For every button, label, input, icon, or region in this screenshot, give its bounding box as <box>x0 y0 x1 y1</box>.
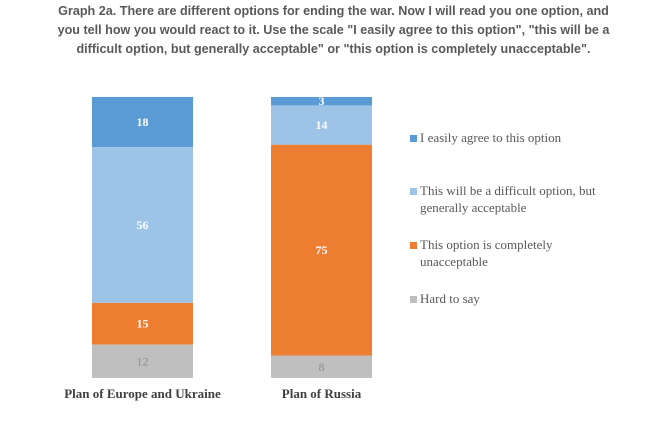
legend-label-2-0: This option is completely <box>420 237 553 252</box>
legend-swatch-0 <box>410 135 417 142</box>
chart-title-line-3: difficult option, but generally acceptab… <box>76 42 591 56</box>
bar-1-series-2 <box>271 144 372 356</box>
bar-1-series-0 <box>271 97 372 106</box>
bar-0-series-0 <box>92 97 193 148</box>
legend-label-1-0: This will be a difficult option, but <box>420 183 596 198</box>
legend-label-0-0: I easily agree to this option <box>420 130 562 145</box>
bar-0-series-2 <box>92 302 193 345</box>
category-label-1: Plan of Russia <box>282 386 362 401</box>
data-label-0-2: 15 <box>137 317 149 331</box>
data-label-0-1: 56 <box>137 218 149 232</box>
chart-title-line-1: Graph 2a. There are different options fo… <box>58 4 609 18</box>
legend-swatch-3 <box>410 296 417 303</box>
data-label-1-2: 75 <box>316 243 328 257</box>
category-label-0: Plan of Europe and Ukraine <box>64 386 221 401</box>
data-label-0-0: 18 <box>137 115 149 129</box>
legend-label-1-1: generally acceptable <box>420 200 527 215</box>
legend-label-2-1: unacceptable <box>420 254 488 269</box>
chart-title: Graph 2a. There are different options fo… <box>0 2 667 59</box>
legend-swatch-1 <box>410 188 417 195</box>
legend-swatch-2 <box>410 242 417 249</box>
data-label-1-1: 14 <box>316 118 328 132</box>
data-label-1-0: 3 <box>319 94 325 108</box>
bar-0-series-3 <box>92 344 193 378</box>
legend-label-3-0: Hard to say <box>420 291 480 306</box>
bar-1-series-1 <box>271 105 372 145</box>
bar-1-series-3 <box>271 355 372 378</box>
bar-0-series-1 <box>92 147 193 303</box>
chart-title-line-2: you tell how you would react to it. Use … <box>57 23 610 37</box>
data-label-0-3: 12 <box>137 354 149 368</box>
data-label-1-3: 8 <box>319 360 325 374</box>
